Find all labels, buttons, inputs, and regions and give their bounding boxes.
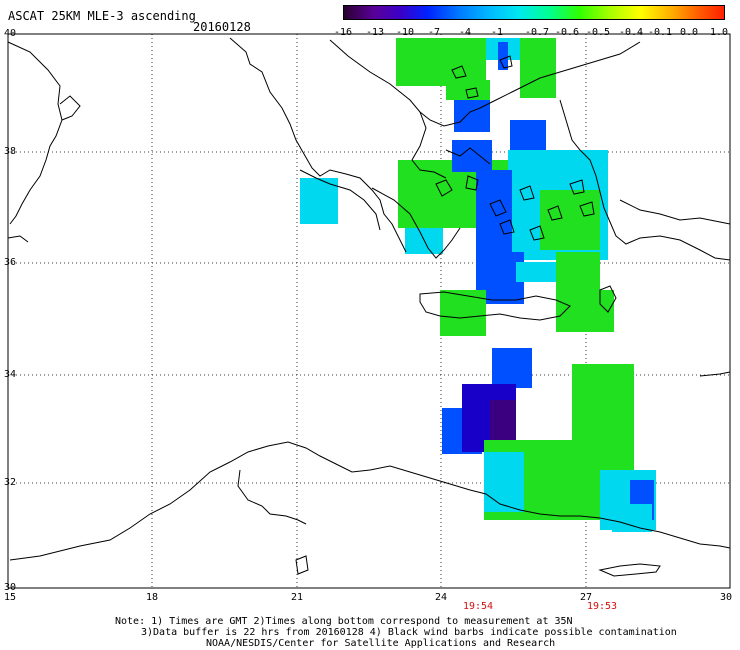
- map-frame: [7, 33, 731, 589]
- lon-label: 15: [3, 592, 17, 603]
- lon-label: 30: [719, 592, 733, 603]
- product-title: ASCAT 25KM MLE-3 ascending: [8, 9, 196, 23]
- colorbar-label: -7: [427, 27, 441, 38]
- footnote-line-1: Note: 1) Times are GMT 2)Times along bot…: [115, 616, 573, 627]
- pass-time: 19:53: [586, 601, 618, 612]
- colorbar-label: -0.6: [554, 27, 580, 38]
- colorbar-label: 0.0: [679, 27, 699, 38]
- lat-label: 32: [4, 477, 17, 488]
- lon-label: 18: [145, 592, 159, 603]
- colorbar-label: -4: [458, 27, 472, 38]
- lon-label: 21: [290, 592, 304, 603]
- colorbar-label: -10: [395, 27, 415, 38]
- colorbar-label: -13: [365, 27, 385, 38]
- product-date: 20160128: [193, 20, 251, 34]
- wind-data-swath: [300, 38, 656, 532]
- lon-label: 24: [434, 592, 448, 603]
- lat-label: 40: [4, 28, 17, 39]
- lat-label: 36: [4, 257, 17, 268]
- lat-label: 34: [4, 369, 17, 380]
- pass-time: 19:54: [462, 601, 494, 612]
- footnote-line-2: 3)Data buffer is 22 hrs from 20160128 4)…: [141, 627, 677, 638]
- colorbar-label: -1: [490, 27, 504, 38]
- colorbar-label: -0.1: [647, 27, 673, 38]
- lon-label: 27: [579, 592, 593, 603]
- footnote-line-3: NOAA/NESDIS/Center for Satellite Applica…: [206, 638, 556, 649]
- colorbar-label: -0.5: [585, 27, 611, 38]
- colorbar-label: -0.4: [618, 27, 644, 38]
- colorbar-label: -16: [333, 27, 353, 38]
- lat-label: 30: [4, 582, 17, 593]
- colorbar-label: 1.0: [709, 27, 729, 38]
- lat-label: 38: [4, 146, 17, 157]
- colorbar-label: -0.7: [524, 27, 550, 38]
- colorbar: [343, 5, 725, 20]
- coastlines: [7, 37, 731, 577]
